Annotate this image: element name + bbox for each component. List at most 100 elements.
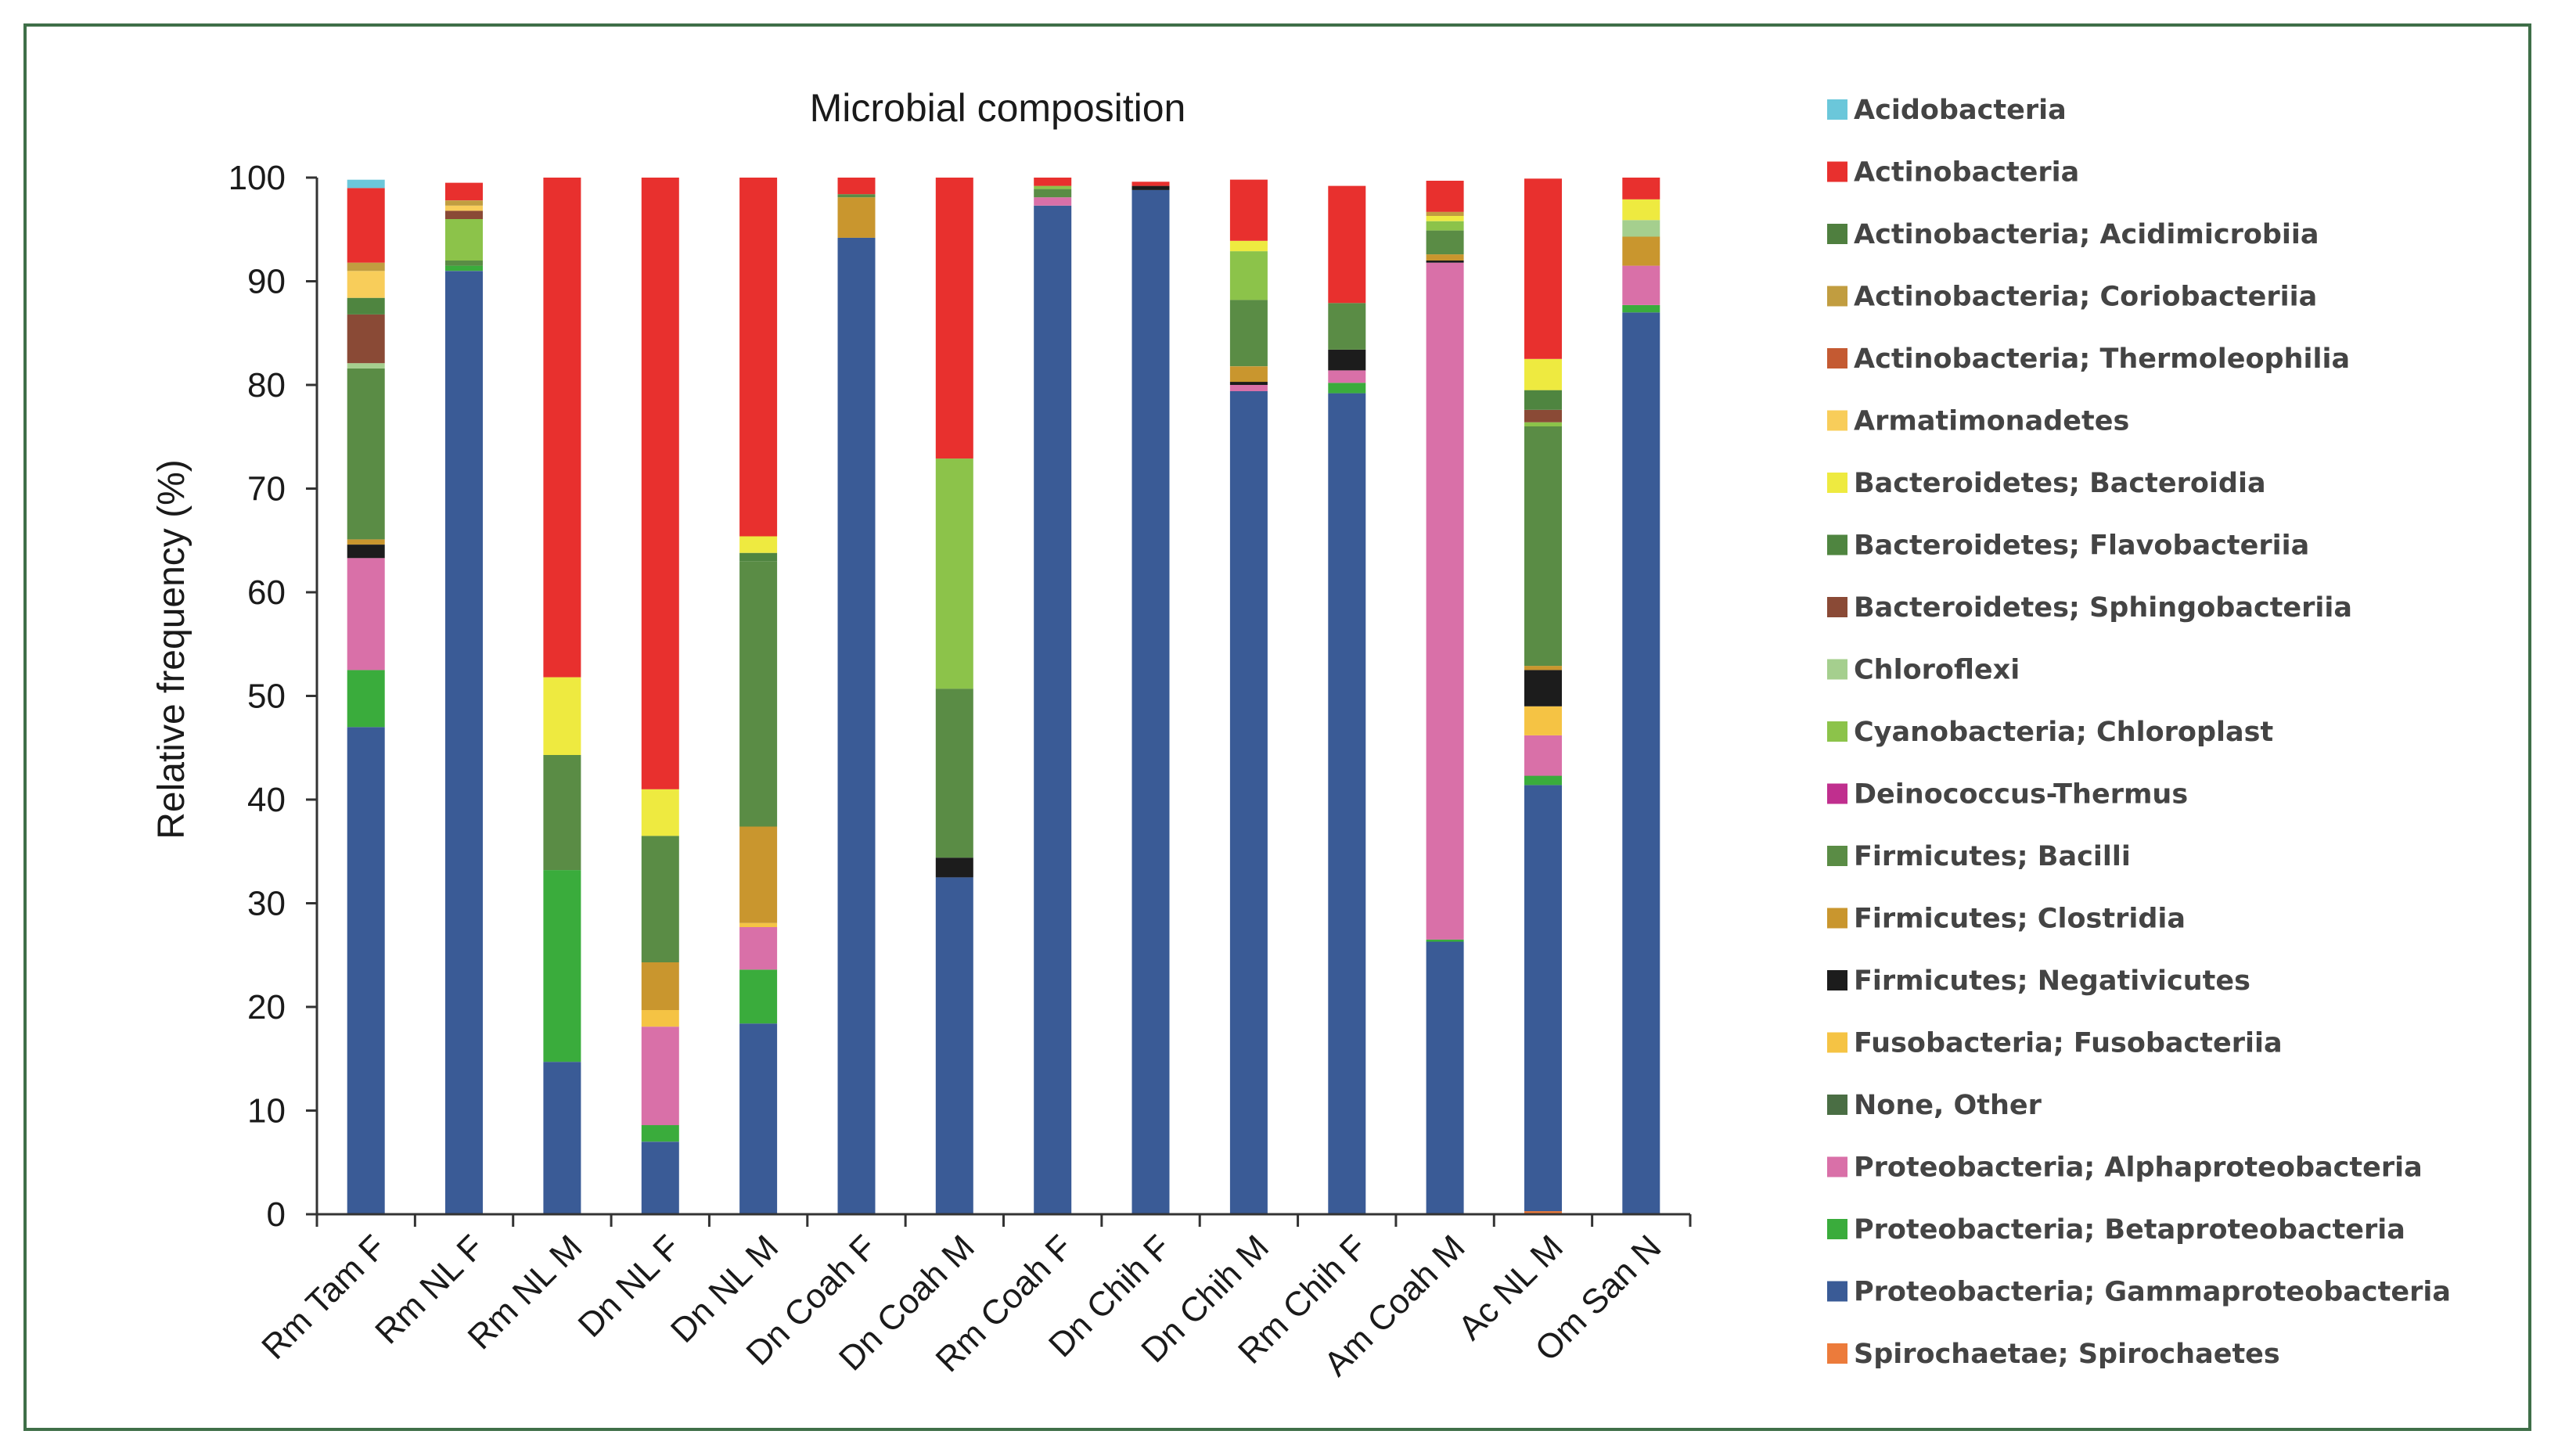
bar-segment (739, 826, 778, 923)
bar-segment (739, 927, 778, 970)
chart-title: Microbial composition (810, 86, 1186, 130)
bar-segment (445, 210, 483, 219)
x-tick-label: Rm Tam F (254, 1228, 394, 1367)
bar-segment (1328, 185, 1366, 304)
bar-segment (1034, 178, 1072, 186)
bar-segment (1622, 178, 1660, 200)
bar-segment (347, 558, 385, 670)
bar-segment (935, 857, 973, 878)
bar-segment (1131, 182, 1170, 186)
legend-label: Actinobacteria; Coriobacteriia (1854, 282, 2317, 313)
legend-label: Actinobacteria; Thermoleophilia (1854, 343, 2350, 375)
legend-label: Cyanobacteria; Chloroplast (1854, 717, 2273, 748)
bar-segment (1622, 305, 1660, 313)
bar-segment (739, 536, 778, 553)
legend-label: Armatimonadetes (1854, 406, 2129, 437)
legend-swatch (1827, 348, 1847, 368)
legend-label: Actinobacteria (1854, 157, 2079, 189)
bar-segment (641, 1141, 679, 1215)
bar-segment (1524, 735, 1562, 776)
bar-segment (739, 1023, 778, 1214)
bar-segment (837, 194, 876, 198)
y-tick-label: 60 (247, 573, 286, 612)
bar-segment (1229, 366, 1268, 383)
bar-segment (1622, 236, 1660, 266)
bar-segment (739, 178, 778, 537)
bar-segment (1426, 261, 1464, 263)
bar-segment (1229, 300, 1268, 367)
figure-frame (23, 23, 2531, 1431)
legend-swatch (1827, 1219, 1847, 1239)
legend-label: Actinobacteria; Acidimicrobiia (1854, 219, 2319, 250)
y-tick-label: 40 (247, 781, 286, 819)
bar-segment (445, 200, 483, 206)
bar-segment (347, 188, 385, 263)
bar-segment (445, 219, 483, 261)
legend-swatch (1827, 908, 1847, 929)
bar-segment (347, 271, 385, 298)
bar-segment (1524, 390, 1562, 410)
bar-segment (347, 179, 385, 189)
bar-segment (1426, 216, 1464, 221)
bar-segment (1328, 370, 1366, 383)
y-tick-label: 0 (267, 1195, 286, 1234)
bar-segment (641, 1125, 679, 1142)
bar-segment (1328, 349, 1366, 371)
bar-segment (641, 178, 679, 789)
bar-segment (1229, 251, 1268, 300)
bar-segment (641, 1010, 679, 1027)
legend-swatch (1827, 1281, 1847, 1302)
bar-segment (739, 561, 778, 827)
bar-segment (1524, 666, 1562, 670)
legend-swatch (1827, 473, 1847, 493)
bar-segment (1426, 254, 1464, 261)
legend-label: Deinococcus-Thermus (1854, 779, 2188, 811)
bar-segment (1426, 221, 1464, 231)
legend-label: Proteobacteria; Betaproteobacteria (1854, 1214, 2405, 1246)
legend-swatch (1827, 721, 1847, 742)
bar-segment (1622, 199, 1660, 221)
bar-segment (1426, 181, 1464, 212)
legend-swatch (1827, 99, 1847, 120)
bar-segment (445, 182, 483, 201)
bar-segment (543, 1062, 581, 1214)
y-tick-label: 20 (247, 988, 286, 1026)
legend-swatch (1827, 1032, 1847, 1053)
legend-swatch (1827, 410, 1847, 431)
bar-segment (1229, 391, 1268, 1214)
bar-segment (1524, 706, 1562, 735)
bar-segment (837, 197, 876, 238)
legend: Acidobacteria Actinobacteria Actinobacteri… (1827, 95, 2451, 1370)
legend-label: Proteobacteria; Gammaproteobacteria (1854, 1277, 2451, 1308)
bar-segment (1524, 1211, 1562, 1214)
legend-label: Fusobacteria; Fusobacteriia (1854, 1028, 2283, 1059)
legend-label: Firmicutes; Negativicutes (1854, 965, 2250, 997)
bar-segment (1034, 197, 1072, 206)
bar-segment (1229, 382, 1268, 385)
bar-segment (837, 237, 876, 1214)
y-tick-label: 70 (247, 470, 286, 509)
bar-segment (1034, 205, 1072, 1214)
bar-segment (1524, 775, 1562, 786)
bar-segment (445, 205, 483, 211)
bars-group (347, 178, 1660, 1215)
bar-segment (543, 178, 581, 678)
bar-segment (1426, 230, 1464, 255)
legend-label: Bacteroidetes; Bacteroidia (1854, 468, 2266, 499)
bar-segment (347, 368, 385, 540)
legend-label: Firmicutes; Clostridia (1854, 904, 2186, 935)
bar-segment (1328, 303, 1366, 350)
bar-segment (935, 178, 973, 459)
legend-swatch (1827, 1095, 1847, 1115)
y-tick-label: 80 (247, 366, 286, 404)
bar-segment (1524, 422, 1562, 426)
bar-segment (1328, 393, 1366, 1215)
legend-swatch (1827, 224, 1847, 244)
y-tick-label: 50 (247, 678, 286, 716)
bar-segment (1229, 179, 1268, 241)
bar-segment (347, 363, 385, 368)
bar-segment (1034, 185, 1072, 189)
legend-swatch (1827, 659, 1847, 680)
legend-swatch (1827, 534, 1847, 555)
bar-segment (837, 178, 876, 195)
